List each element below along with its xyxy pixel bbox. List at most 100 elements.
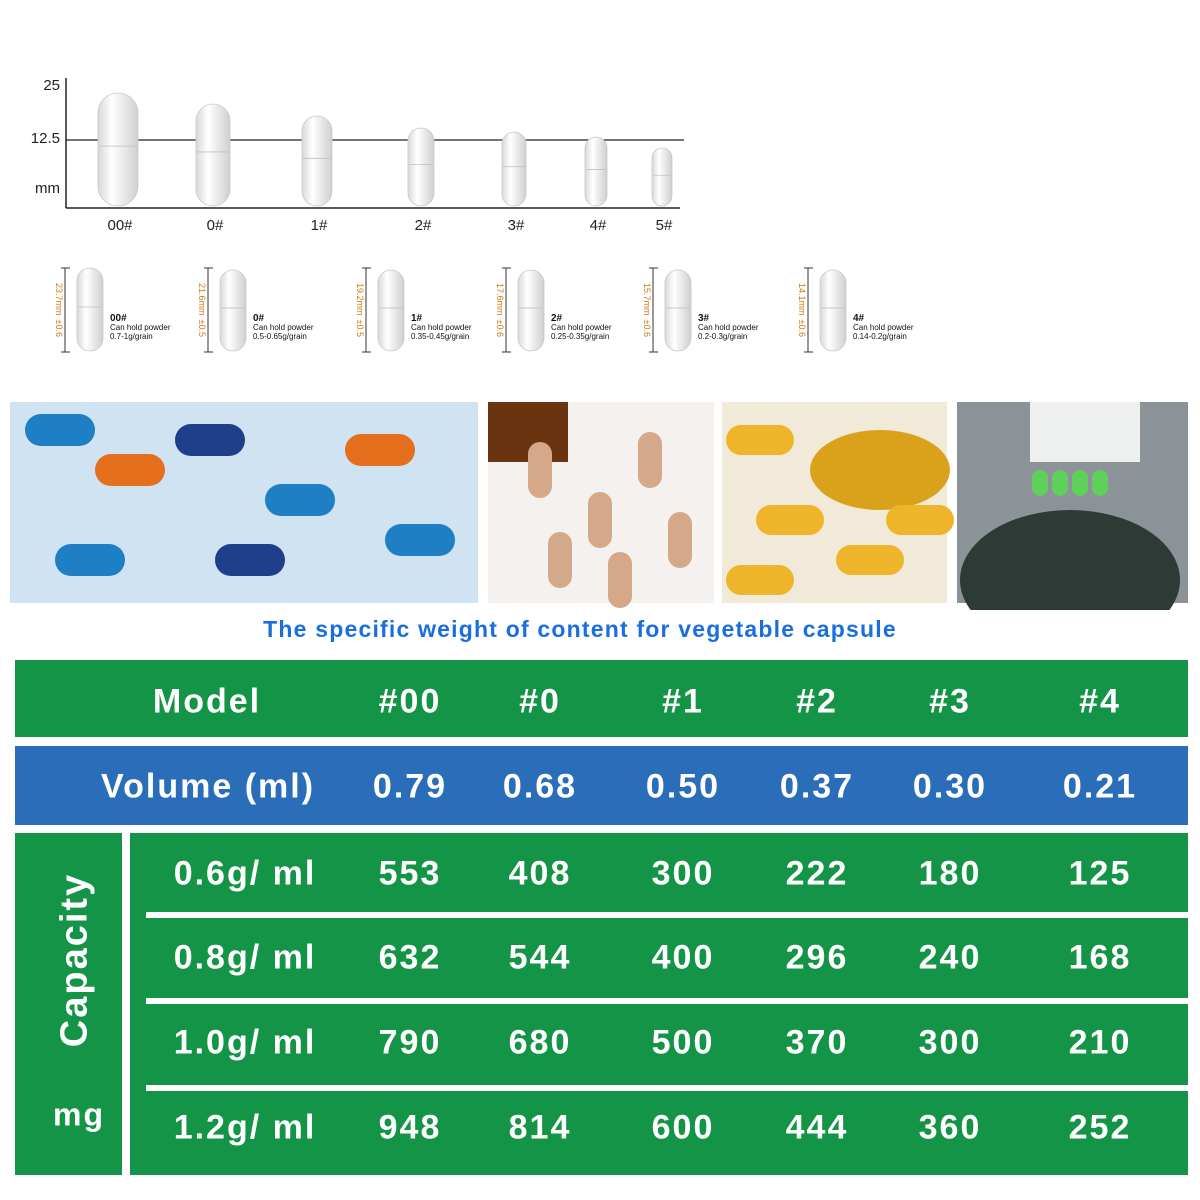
length: 21.6mm: [197, 283, 207, 316]
volume-cell: 0.37: [779, 767, 855, 806]
capacity-value: 370: [785, 1023, 849, 1062]
capsule: [501, 131, 527, 207]
capacity-value: 680: [508, 1023, 572, 1062]
photo-filling-machine: [957, 402, 1188, 610]
header-cell: #2: [796, 682, 838, 721]
header-cell: #00: [378, 682, 442, 721]
capsule-model: 2#: [551, 313, 563, 324]
capacity-value: 500: [651, 1023, 715, 1062]
capacity-value: 360: [918, 1108, 982, 1147]
capsule-length: 23.7mm ±0.6: [54, 283, 64, 337]
header-cell: #1: [662, 682, 704, 721]
capacity-value: 300: [651, 854, 715, 893]
capsule-length: 21.6mm ±0.5: [197, 283, 207, 337]
size-label: 1#: [311, 217, 328, 234]
volume-cell: 0.50: [645, 767, 721, 806]
capsule-capacity: 0.14-0.2g/grain: [853, 332, 907, 341]
header-row: [15, 660, 1188, 737]
title: The specific weight of content for veget…: [263, 616, 897, 642]
photo-capsule: [638, 432, 662, 488]
capsule-capacity: 0.2-0.3g/grain: [698, 332, 747, 341]
header-cell: Model: [152, 682, 262, 721]
capacity-value: 210: [1068, 1023, 1132, 1062]
capsule: [195, 103, 231, 207]
volume-cell: 0.79: [372, 767, 448, 806]
photo-capsule: [215, 544, 285, 576]
capacity-value: 252: [1068, 1108, 1132, 1147]
capacity-value: 790: [378, 1023, 442, 1062]
photo-capsule: [95, 454, 165, 486]
capsule-model: 1#: [411, 313, 423, 324]
length: 17.6mm: [495, 283, 505, 316]
capsule-length: 14.1mm ±0.6: [797, 283, 807, 337]
tolerance: ±0.6: [54, 320, 64, 337]
size-label: 4#: [590, 217, 607, 234]
capacity-value: 180: [918, 854, 982, 893]
volume-cell: 0.68: [502, 767, 578, 806]
capacity-value: 600: [651, 1108, 715, 1147]
row-divider: [146, 998, 1188, 1004]
header-cell: #3: [929, 682, 971, 721]
volume-cell: 0.30: [912, 767, 988, 806]
photo-capsule: [55, 544, 125, 576]
capsule-length: 17.6mm ±0.6: [495, 283, 505, 337]
capacity-label-cell: [15, 833, 122, 1175]
photo-capsule: [385, 524, 455, 556]
photo-capsule: [588, 492, 612, 548]
capsule-capacity: 0.35-0.45g/grain: [411, 332, 469, 341]
header-cell: #0: [519, 682, 561, 721]
capsule-model: 3#: [698, 313, 710, 324]
unit-label: mg: [53, 1096, 105, 1133]
size-label: 5#: [656, 217, 673, 234]
capsule: [664, 269, 692, 352]
row-divider: [146, 1085, 1188, 1091]
capacity-value: 168: [1068, 938, 1132, 977]
tolerance: ±0.5: [197, 320, 207, 337]
capacity-value: 400: [651, 938, 715, 977]
density-label: 0.6g/ ml: [173, 854, 317, 893]
volume-cell: Volume (ml): [100, 767, 316, 806]
row-divider: [146, 912, 1188, 918]
capsule-capacity: 0.5-0.65g/grain: [253, 332, 307, 341]
capacity-value: 300: [918, 1023, 982, 1062]
capsule-capacity: 0.7-1g/grain: [110, 332, 153, 341]
density-label: 1.2g/ ml: [173, 1108, 317, 1147]
capsule: [76, 267, 104, 352]
photo-herbal-capsules: [488, 402, 714, 603]
axis-label: mm: [35, 180, 60, 197]
header-cell: #4: [1079, 682, 1121, 721]
capsule-model: 00#: [110, 313, 127, 324]
photo-capsule: [668, 512, 692, 568]
capacity-value: 948: [378, 1108, 442, 1147]
photo-capsule: [726, 425, 794, 455]
tolerance: ±0.5: [355, 320, 365, 337]
capsule-length: 15.7mm ±0.6: [642, 283, 652, 337]
photo-capsule: [548, 532, 572, 588]
size-label: 00#: [107, 217, 133, 234]
capacity-rows: [130, 833, 1188, 1175]
photo-capsule: [1032, 470, 1048, 496]
photo-capsule: [175, 424, 245, 456]
photo-capsule: [528, 442, 552, 498]
capsule: [219, 269, 247, 352]
size-label: 0#: [207, 217, 224, 234]
capsule-note: Can hold powder: [853, 323, 914, 332]
photo-capsule: [608, 552, 632, 608]
tolerance: ±0.6: [495, 320, 505, 337]
capsule: [97, 92, 139, 207]
capacity-value: 553: [378, 854, 442, 893]
capacity-value: 125: [1068, 854, 1132, 893]
axis-label: 12.5: [31, 130, 60, 147]
capsule-note: Can hold powder: [698, 323, 759, 332]
density-label: 1.0g/ ml: [173, 1023, 317, 1062]
capsule-note: Can hold powder: [253, 323, 314, 332]
photo-capsule: [836, 545, 904, 575]
size-label: 3#: [508, 217, 525, 234]
capacity-value: 408: [508, 854, 572, 893]
capacity-value: 544: [508, 938, 572, 977]
length: 14.1mm: [797, 283, 807, 316]
length: 23.7mm: [54, 283, 64, 316]
length: 15.7mm: [642, 283, 652, 316]
